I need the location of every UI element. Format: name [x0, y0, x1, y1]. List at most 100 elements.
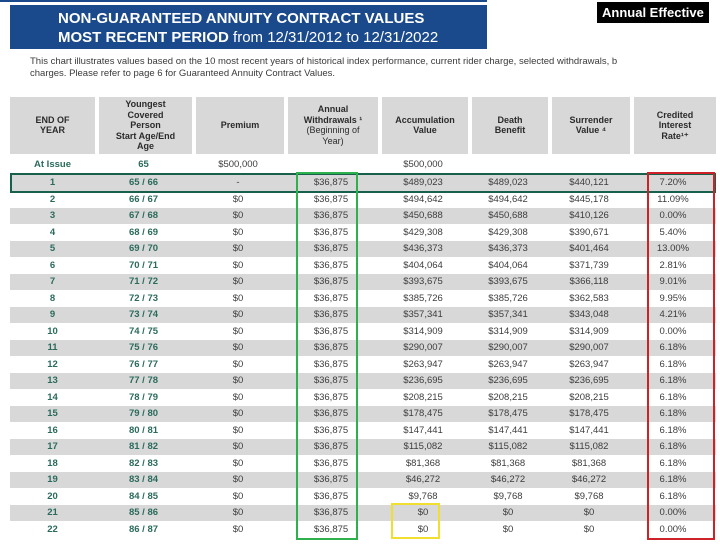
table-cell: $236,695 — [468, 372, 548, 389]
table-cell: 86 / 87 — [95, 521, 192, 538]
values-table: END OF YEAR Youngest Covered Person Start… — [10, 97, 716, 538]
table-cell: $362,583 — [548, 290, 630, 307]
table-cell: $115,082 — [378, 438, 468, 455]
column-subtitle: (Beginning of Year) — [306, 125, 360, 146]
table-cell: 15 — [10, 405, 95, 422]
table-cell: 69 / 70 — [95, 240, 192, 257]
column-title: Death Benefit — [494, 114, 526, 136]
table-cell: $489,023 — [468, 174, 548, 191]
table-cell: $385,726 — [468, 290, 548, 307]
table-cell: $36,875 — [284, 240, 378, 257]
table-cell: $0 — [192, 488, 284, 505]
table-cell: $401,464 — [548, 240, 630, 257]
table-cell: $0 — [192, 339, 284, 356]
table-cell: $393,675 — [378, 273, 468, 290]
table-cell: $147,441 — [378, 422, 468, 439]
table-cell: $314,909 — [468, 323, 548, 340]
table-cell: 9.95% — [630, 290, 716, 307]
table-cell: $343,048 — [548, 306, 630, 323]
table-cell: 13 — [10, 372, 95, 389]
at-issue-row: At Issue 65 $500,000 $500,000 — [10, 153, 716, 175]
table-cell: $81,368 — [548, 455, 630, 472]
table-cell: $236,695 — [378, 372, 468, 389]
table-cell: $178,475 — [468, 405, 548, 422]
table-cell: 80 / 81 — [95, 422, 192, 439]
table-cell: $36,875 — [284, 455, 378, 472]
table-cell: 74 / 75 — [95, 323, 192, 340]
table-cell: 11.09% — [630, 191, 716, 208]
table-cell: $0 — [192, 273, 284, 290]
table-cell: $0 — [192, 356, 284, 373]
table-row: 12 76 / 77 $0 $36,875 $263,947 $263,947 $263,9… — [10, 356, 716, 373]
table-cell: $46,272 — [468, 471, 548, 488]
table-cell: $0 — [548, 521, 630, 538]
table-row: 10 74 / 75 $0 $36,875 $314,909 $314,909 $314,9… — [10, 323, 716, 340]
table-cell: $263,947 — [548, 356, 630, 373]
table-cell: $440,121 — [548, 174, 630, 191]
top-blue-strip — [0, 0, 487, 2]
table-cell: $0 — [192, 405, 284, 422]
table-cell: $0 — [192, 191, 284, 208]
column-title: Youngest Covered Person Start Age/End Ag… — [115, 99, 176, 151]
subtitle-dates: from 12/31/2012 to 12/31/2022 — [228, 29, 439, 46]
table-cell: $404,064 — [468, 257, 548, 274]
header-row: END OF YEAR Youngest Covered Person Start… — [10, 97, 716, 154]
table-cell: 79 / 80 — [95, 405, 192, 422]
table-cell: $36,875 — [284, 438, 378, 455]
table-row: 8 72 / 73 $0 $36,875 $385,726 $385,726 $362,58… — [10, 290, 716, 307]
table-cell: $494,642 — [468, 191, 548, 208]
table-cell: $263,947 — [468, 356, 548, 373]
table-cell: 6.18% — [630, 422, 716, 439]
table-row: 9 73 / 74 $0 $36,875 $357,341 $357,341 $343,04… — [10, 306, 716, 323]
table-cell: 83 / 84 — [95, 471, 192, 488]
table-cell: $36,875 — [284, 521, 378, 538]
table-cell: 9.01% — [630, 273, 716, 290]
table-cell: 12 — [10, 356, 95, 373]
table-cell: 6.18% — [630, 471, 716, 488]
table-cell: $290,007 — [468, 339, 548, 356]
table-cell: $494,642 — [378, 191, 468, 208]
table-cell: $393,675 — [468, 273, 548, 290]
table-row: 5 69 / 70 $0 $36,875 $436,373 $436,373 $401,46… — [10, 240, 716, 257]
table-cell: $36,875 — [284, 273, 378, 290]
table-cell: $0 — [192, 521, 284, 538]
table-cell: $36,875 — [284, 389, 378, 406]
table-cell: 16 — [10, 422, 95, 439]
column-title: END OF YEAR — [35, 114, 70, 136]
table-cell: $9,768 — [468, 488, 548, 505]
table-cell: 8 — [10, 290, 95, 307]
table-cell: $36,875 — [284, 471, 378, 488]
table-row: 4 68 / 69 $0 $36,875 $429,308 $429,308 $390,67… — [10, 224, 716, 241]
table-cell: 7.20% — [630, 174, 716, 191]
table-cell: 1 — [10, 174, 95, 191]
table-cell: $36,875 — [284, 191, 378, 208]
table-cell: 11 — [10, 339, 95, 356]
table-row: 2 66 / 67 $0 $36,875 $494,642 $494,642 $445,17… — [10, 191, 716, 208]
table-cell: $0 — [192, 422, 284, 439]
table-cell: 6 — [10, 257, 95, 274]
table-row: 1 65 / 66- $36,875 $489,023 $489,023 $440,121… — [10, 174, 716, 191]
table-cell: $390,671 — [548, 224, 630, 241]
table-row: 3 67 / 68 $0 $36,875 $450,688 $450,688 $410,12… — [10, 207, 716, 224]
title-banner: NON-GUARANTEED ANNUITY CONTRACT VALUES M… — [10, 5, 487, 49]
table-cell: 70 / 71 — [95, 257, 192, 274]
table-cell: 3 — [10, 207, 95, 224]
table-cell: 75 / 76 — [95, 339, 192, 356]
table-cell: 6.18% — [630, 372, 716, 389]
table-cell: 65 — [95, 153, 192, 175]
table-cell: $489,023 — [378, 174, 468, 191]
subtitle-bold: MOST RECENT PERIOD — [58, 29, 229, 46]
table-cell — [548, 153, 630, 175]
table-cell: $115,082 — [468, 438, 548, 455]
table-cell: 13.00% — [630, 240, 716, 257]
table-cell: 6.18% — [630, 405, 716, 422]
table-cell: $115,082 — [548, 438, 630, 455]
table-cell: $450,688 — [378, 207, 468, 224]
table-cell: 81 / 82 — [95, 438, 192, 455]
table-cell: $450,688 — [468, 207, 548, 224]
column-title: Annual Withdrawals ¹ — [303, 104, 363, 125]
table-cell: $0 — [192, 290, 284, 307]
table-row: 21 85 / 86 $0 $36,875 $0 $0 $0 0.00% — [10, 504, 716, 521]
table-cell: $500,000 — [192, 153, 284, 175]
table-cell: $36,875 — [284, 257, 378, 274]
